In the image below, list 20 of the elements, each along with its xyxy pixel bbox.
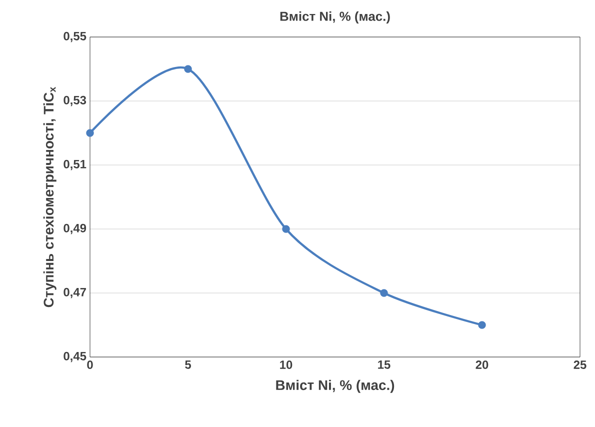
point <box>380 289 388 297</box>
y-tick-label: 0,53 <box>64 96 86 106</box>
y-tick-label: 0,47 <box>64 288 86 298</box>
point <box>282 225 290 233</box>
y-axis-title: Ступінь стехіометричності, TiC$_{x}$ <box>43 86 56 308</box>
chart-title: Вміст Ni, % (мас.) <box>280 11 390 24</box>
x-axis-title: Вміст Ni, % (мас.) <box>276 380 394 393</box>
point <box>184 65 192 73</box>
point <box>478 321 486 329</box>
x-tick-label: 5 <box>185 360 191 369</box>
x-tick-label: 15 <box>378 360 390 369</box>
y-tick-label: 0,55 <box>64 32 86 42</box>
x-tick-label: 25 <box>574 360 586 369</box>
x-tick-label: 20 <box>476 360 488 369</box>
point <box>86 129 94 137</box>
x-tick-label: 10 <box>280 360 292 369</box>
x-tick-label: 0 <box>87 360 93 369</box>
y-tick-label: 0,51 <box>64 160 86 170</box>
y-tick-label: 0,45 <box>64 352 86 362</box>
y-tick-label: 0,49 <box>64 224 86 234</box>
